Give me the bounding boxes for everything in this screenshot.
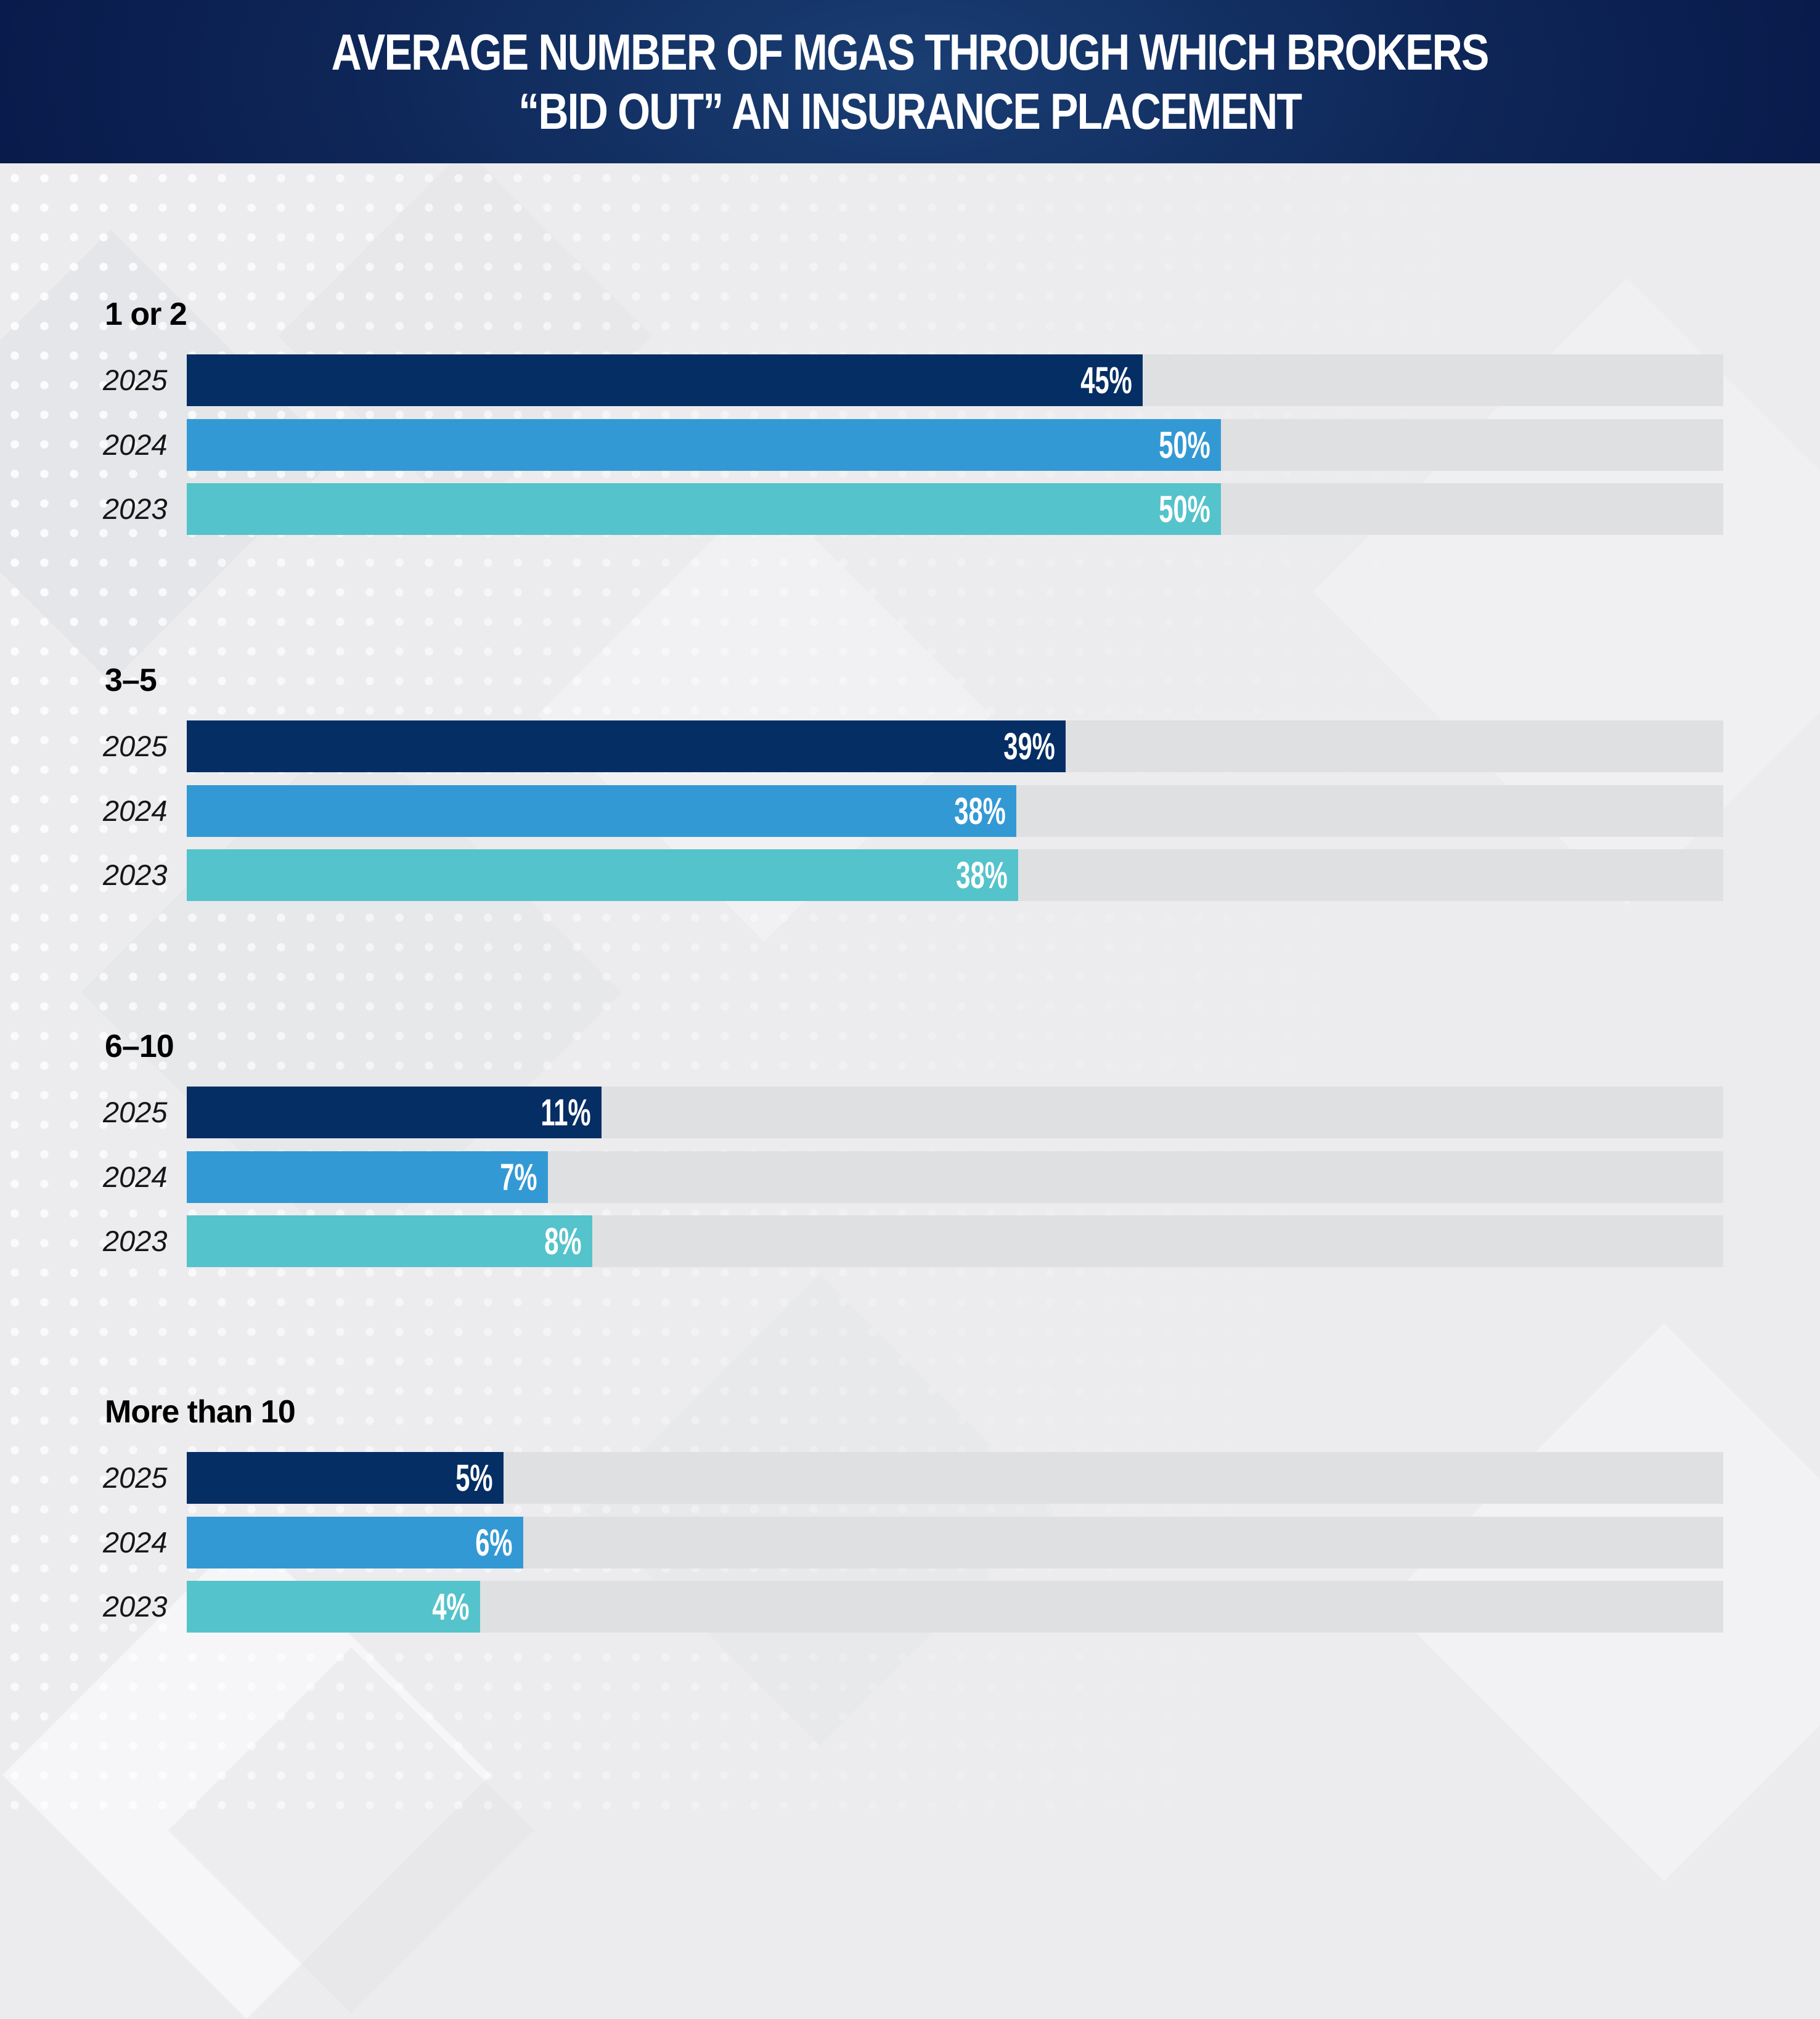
bar-value-label: 38%: [954, 789, 1006, 833]
year-label: 2023: [103, 492, 168, 525]
bar: 45%: [187, 354, 1143, 406]
year-label: 2024: [103, 794, 168, 827]
bar-track: 38%: [187, 785, 1723, 837]
bar-track: 38%: [187, 849, 1723, 901]
bar-track: 50%: [187, 419, 1723, 471]
bar: 50%: [187, 419, 1221, 471]
bar-track: 6%: [187, 1517, 1723, 1568]
bar-row: 2023 50%: [0, 483, 1820, 535]
category-label: More than 10: [105, 1394, 296, 1430]
bar-row: 2025 5%: [0, 1452, 1820, 1504]
chart-title-line2: “BID OUT” AN INSURANCE PLACEMENT: [518, 82, 1303, 140]
bar-track: 4%: [187, 1581, 1723, 1633]
bar-value-label: 6%: [475, 1521, 513, 1564]
bar: 5%: [187, 1452, 504, 1504]
year-label: 2024: [103, 428, 168, 461]
bar-row: 2024 50%: [0, 419, 1820, 471]
chart-title: AVERAGE NUMBER OF MGAS THROUGH WHICH BRO…: [332, 22, 1490, 141]
bar-value-label: 50%: [1159, 423, 1210, 467]
bar-value-label: 39%: [1003, 725, 1055, 768]
year-label: 2025: [103, 730, 168, 762]
bar-track: 11%: [187, 1087, 1723, 1138]
bar-value-label: 4%: [432, 1585, 470, 1628]
bar-row: 2025 39%: [0, 720, 1820, 772]
bar: 11%: [187, 1087, 602, 1138]
bar-row: 2024 7%: [0, 1151, 1820, 1203]
year-label: 2023: [103, 1590, 168, 1623]
bar-value-label: 45%: [1080, 359, 1132, 402]
bar-row: 2023 38%: [0, 849, 1820, 901]
year-label: 2025: [103, 364, 168, 396]
bar-value-label: 7%: [500, 1156, 537, 1199]
bar-track: 50%: [187, 483, 1723, 535]
year-label: 2025: [103, 1096, 168, 1128]
bar: 4%: [187, 1581, 480, 1633]
bar-row: 2024 38%: [0, 785, 1820, 837]
year-label: 2025: [103, 1461, 168, 1494]
category-label: 6–10: [105, 1029, 174, 1064]
bar-value-label: 8%: [544, 1220, 582, 1263]
category-label: 3–5: [105, 663, 157, 698]
bar-track: 39%: [187, 720, 1723, 772]
bar-row: 2023 4%: [0, 1581, 1820, 1633]
title-banner: AVERAGE NUMBER OF MGAS THROUGH WHICH BRO…: [0, 0, 1820, 163]
bar-chart: 1 or 2 2025 45% 2024 50% 2023 50% 3–5 2025 39% 202…: [0, 296, 1820, 1633]
bar: 38%: [187, 785, 1016, 837]
bar: 50%: [187, 483, 1221, 535]
year-label: 2024: [103, 1526, 168, 1559]
year-label: 2023: [103, 859, 168, 891]
bar: 39%: [187, 720, 1066, 772]
bar-value-label: 50%: [1159, 487, 1210, 531]
bar-row: 2024 6%: [0, 1517, 1820, 1568]
bar-track: 7%: [187, 1151, 1723, 1203]
bar-value-label: 11%: [541, 1091, 591, 1134]
bar-value-label: 38%: [956, 854, 1008, 897]
bar-value-label: 5%: [455, 1456, 493, 1499]
category-label: 1 or 2: [105, 296, 187, 332]
bar: 8%: [187, 1215, 592, 1267]
bar: 7%: [187, 1151, 548, 1203]
bar-row: 2025 11%: [0, 1087, 1820, 1138]
chart-title-line1: AVERAGE NUMBER OF MGAS THROUGH WHICH BRO…: [332, 23, 1490, 81]
bar-track: 45%: [187, 354, 1723, 406]
year-label: 2023: [103, 1225, 168, 1257]
bar: 38%: [187, 849, 1018, 901]
bar-row: 2023 8%: [0, 1215, 1820, 1267]
bar-track: 5%: [187, 1452, 1723, 1504]
bar-row: 2025 45%: [0, 354, 1820, 406]
bar: 6%: [187, 1517, 523, 1568]
year-label: 2024: [103, 1160, 168, 1193]
bar-track: 8%: [187, 1215, 1723, 1267]
